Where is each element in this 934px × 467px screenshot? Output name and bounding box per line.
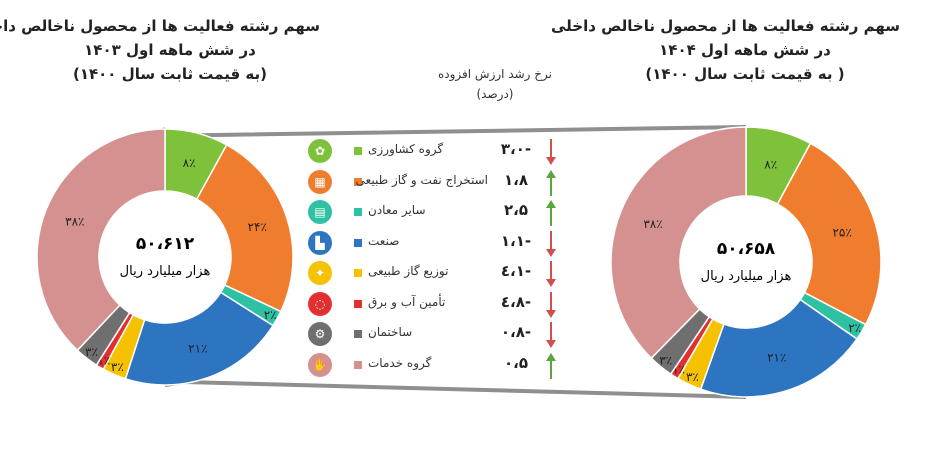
donut-1404-label-agriculture: ۸٪ (764, 158, 777, 172)
growth-rate-caption-line-2: (درصد) (476, 87, 514, 101)
factory-icon: ▙ (308, 230, 332, 255)
legend-label: سایر معادن (368, 203, 426, 217)
growth-rate-value: -۳،۰ (500, 140, 532, 158)
wheat-icon: ✿ (308, 139, 332, 163)
donut-1403-center-unit: هزار میلیارد ریال (120, 264, 211, 279)
legend-row-gas_distribution: ✦ توزیع گاز طبیعی -۱،٤ (300, 260, 580, 290)
donut-1404-label-oil_gas: ۲۵٪ (832, 226, 851, 240)
arrow-down-icon (546, 230, 556, 257)
growth-rate-value: ۰،۵ (503, 353, 528, 372)
legend-row-mining: ▤ سایر معادن ۲،۵ (300, 199, 580, 229)
legend-label: استخراج نفت و گاز طبیعی (355, 172, 488, 187)
legend-swatch (354, 299, 362, 308)
legend-label: ساختمان (368, 325, 413, 339)
legend-label: گروه کشاورزی (368, 142, 444, 156)
mine-cart-icon: ▤ (308, 200, 332, 224)
arrow-up-icon (546, 352, 556, 379)
left-title-line-3: (به قیمت ثابت سال ۱۴۰۰) (72, 65, 267, 83)
arrow-up-icon (546, 200, 556, 226)
arrow-down-icon (546, 291, 556, 318)
oil-refinery-icon: ▦ (308, 169, 332, 194)
legend-label: گروه خدمات (368, 355, 432, 370)
donut-1403-label-agriculture: ۸٪ (183, 156, 196, 170)
donut-1403-label-mining: ۲٪ (264, 308, 277, 322)
connector-top-line (149, 125, 747, 138)
legend-swatch (354, 208, 362, 216)
arrow-up-icon (546, 169, 556, 196)
connector-bottom-line (164, 379, 747, 399)
legend-row-construction: ⚙ ساختمان -۰،۸ (300, 321, 580, 351)
donut-1403-slice-oil_gas (195, 143, 294, 313)
lightbulb-icon: ✦ (308, 261, 332, 285)
donut-1403-label-construction: ۳٪ (85, 345, 98, 359)
growth-rate-value: ۲،۵ (503, 201, 528, 219)
donut-1403-label-services: ۳۸٪ (65, 214, 84, 228)
right-chart-title: سهم رشته فعالیت ها از محصول ناخالص داخلی… (551, 14, 900, 86)
legend-row-oil_gas: ▦ استخراج نفت و گاز طبیعی ۱،۸ (300, 169, 580, 199)
legend-swatch (354, 147, 362, 155)
donut-1404-slice-services (610, 126, 747, 360)
growth-rate-value: ۱،۸ (503, 170, 528, 189)
growth-rate-value: -۱،٤ (500, 262, 532, 280)
legend-label: توزیع گاز طبیعی (368, 264, 449, 278)
legend-swatch (354, 360, 362, 369)
donut-1404-center-unit: هزار میلیارد ریال (701, 269, 792, 284)
left-title-line-1: سهم رشته فعالیت ها از محصول ناخالص داخلی (0, 17, 320, 35)
light-bulb-outline-icon: ◌ (308, 291, 332, 316)
arrow-down-icon (546, 139, 556, 165)
donut-1403-label-gas_distribution: ۳٪ (111, 360, 124, 374)
growth-rate-value: -۱،۱ (500, 231, 532, 250)
legend-swatch (354, 330, 362, 338)
growth-rate-value: -۸،٤ (500, 292, 532, 311)
arrow-down-icon (546, 261, 556, 287)
right-title-line-1: سهم رشته فعالیت ها از محصول ناخالص داخلی (551, 17, 900, 35)
handshake-icon: ✋ (308, 352, 332, 377)
legend-label: تأمین آب و برق (368, 294, 446, 309)
legend-swatch (354, 269, 362, 277)
legend-swatch (354, 238, 362, 247)
donut-1403-label-industry: ۲۱٪ (188, 341, 207, 355)
gears-icon: ⚙ (308, 322, 332, 346)
legend-label: صنعت (368, 233, 400, 248)
growth-rate-value: -۰،۸ (500, 323, 532, 341)
legend-row-agriculture: ✿ گروه کشاورزی -۳،۰ (300, 138, 580, 168)
donut-1403-slice-industry (124, 291, 275, 386)
donut-1404-label-mining: ۲٪ (848, 321, 861, 335)
donut-1404-center-value: ۵۰،۶۵۸ (717, 239, 776, 259)
right-title-line-2: در شش ماهه اول ۱۴۰۴ (659, 41, 831, 59)
left-title-line-2: در شش ماهه اول ۱۴۰۳ (84, 41, 256, 59)
legend-row-water_power: ◌ تأمین آب و برق -۸،٤ (300, 291, 580, 321)
donut-1403-center-value: ۵۰،۶۱۲ (136, 234, 195, 254)
donut-1404-label-industry: ۲۱٪ (767, 351, 786, 365)
donut-1404-slice-oil_gas (776, 142, 882, 326)
arrow-down-icon (546, 322, 556, 348)
legend-swatch (354, 177, 362, 186)
donut-1404-slice-industry (699, 298, 858, 398)
donut-1403-slice-services (36, 128, 166, 352)
growth-rate-caption: نرخ رشد ارزش افزوده (درصد) (420, 64, 570, 104)
left-chart-title: سهم رشته فعالیت ها از محصول ناخالص داخلی… (0, 14, 320, 86)
right-title-line-3: ( به قیمت ثابت سال ۱۴۰۰) (645, 65, 845, 83)
legend-row-services: ✋ گروه خدمات ۰،۵ (300, 352, 580, 382)
donut-1404-label-construction: ۳٪ (659, 353, 672, 367)
legend-growth-table: ✿ گروه کشاورزی -۳،۰ ▦ استخراج نفت و گاز طبیع… (300, 138, 580, 383)
growth-rate-caption-line-1: نرخ رشد ارزش افزوده (438, 67, 552, 81)
legend-row-industry: ▙ صنعت -۱،۱ (300, 230, 580, 260)
donut-1404-label-services: ۳۸٪ (643, 217, 662, 231)
donut-1404-label-gas_distribution: ۳٪ (686, 370, 699, 384)
donut-1403-label-oil_gas: ۲۴٪ (248, 220, 267, 234)
